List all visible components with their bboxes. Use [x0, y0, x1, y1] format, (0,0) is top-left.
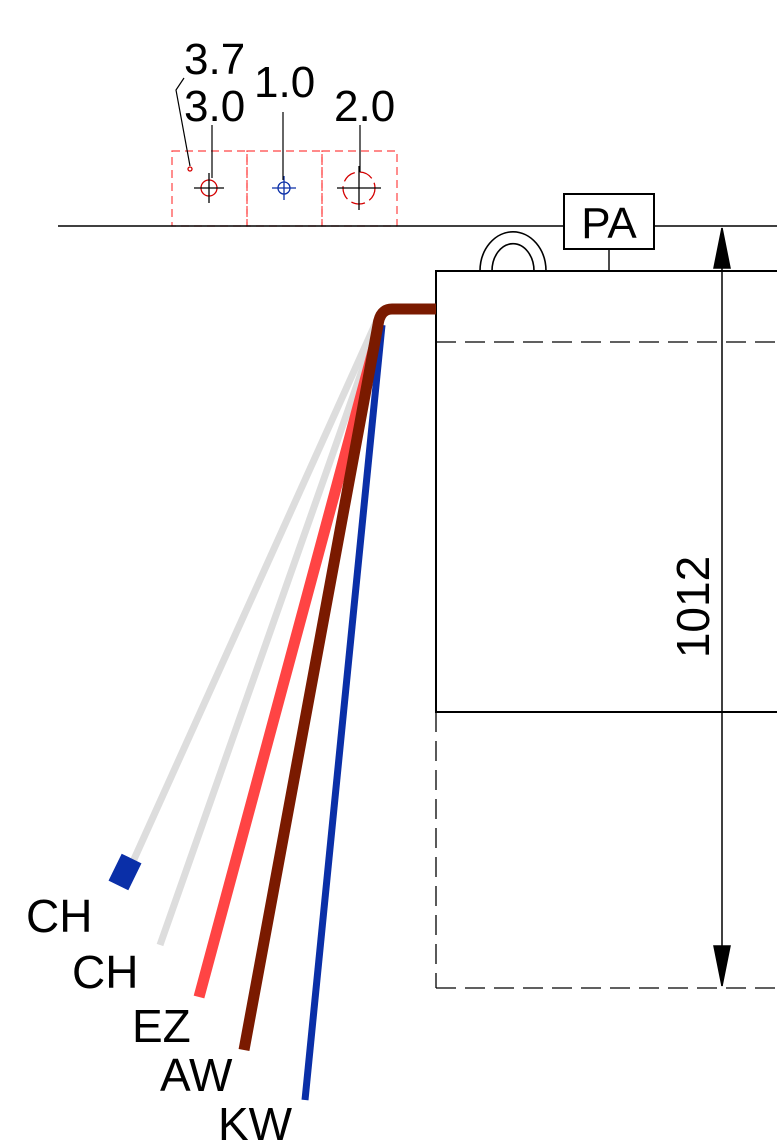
cable-bracket: [479, 231, 547, 272]
hole-symbol-small: [187, 166, 224, 203]
hole-dim-small: 3.0: [184, 82, 245, 131]
hole-dim-medium: 1.0: [254, 58, 315, 107]
tag-label: PA: [581, 199, 637, 248]
wire-label-ez: EZ: [132, 1000, 191, 1052]
hole-symbol-large: [337, 166, 381, 210]
hole-dim-top-small: 3.7: [184, 35, 245, 84]
wire-label-ch-1: CH: [26, 890, 92, 942]
wire-label-aw: AW: [160, 1049, 233, 1101]
wire-ez: [193, 323, 386, 999]
wire-ch-1: [127, 316, 382, 868]
housing-box: [435, 270, 777, 713]
hole-symbol-medium: [272, 176, 296, 200]
wire-kw: [301, 324, 386, 1101]
hole-leaders: [175, 77, 361, 180]
height-dimension-label: 1012: [667, 556, 719, 658]
hole-dim-large: 2.0: [334, 82, 395, 131]
height-dimension: [713, 227, 731, 987]
wire-ch-2: [156, 323, 382, 947]
wire-bundle: [127, 303, 436, 1101]
hidden-lines: [435, 341, 777, 989]
wire-aw: [238, 303, 436, 1051]
tag-box: [563, 193, 655, 250]
wire-label-kw: KW: [218, 1098, 293, 1141]
wire-tip-marker: [108, 853, 142, 891]
wire-label-ch-2: CH: [72, 946, 138, 998]
